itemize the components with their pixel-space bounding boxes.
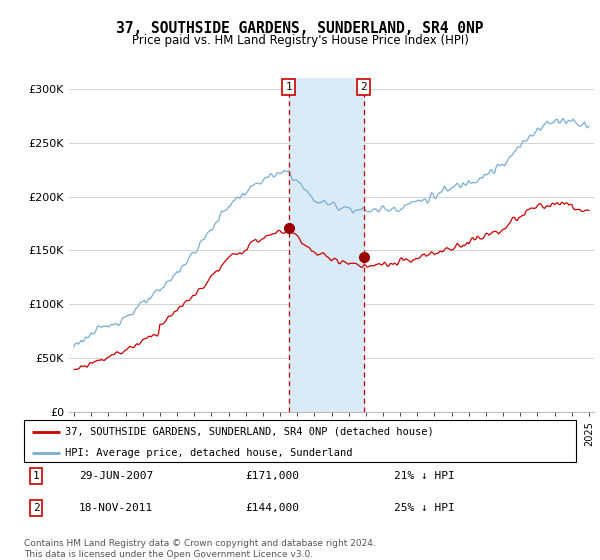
Text: 29-JUN-2007: 29-JUN-2007 — [79, 471, 154, 481]
Text: 37, SOUTHSIDE GARDENS, SUNDERLAND, SR4 0NP (detached house): 37, SOUTHSIDE GARDENS, SUNDERLAND, SR4 0… — [65, 427, 434, 437]
Text: Contains HM Land Registry data © Crown copyright and database right 2024.
This d: Contains HM Land Registry data © Crown c… — [24, 539, 376, 559]
Text: 37, SOUTHSIDE GARDENS, SUNDERLAND, SR4 0NP: 37, SOUTHSIDE GARDENS, SUNDERLAND, SR4 0… — [116, 21, 484, 36]
Text: 2: 2 — [33, 503, 40, 513]
Text: 25% ↓ HPI: 25% ↓ HPI — [394, 503, 455, 513]
Bar — [289, 78, 364, 412]
Text: HPI: Average price, detached house, Sunderland: HPI: Average price, detached house, Sund… — [65, 448, 353, 458]
Text: 21% ↓ HPI: 21% ↓ HPI — [394, 471, 455, 481]
Text: 1: 1 — [33, 471, 40, 481]
Text: 2: 2 — [360, 82, 367, 92]
Text: £171,000: £171,000 — [245, 471, 299, 481]
Text: 18-NOV-2011: 18-NOV-2011 — [79, 503, 154, 513]
Text: Price paid vs. HM Land Registry's House Price Index (HPI): Price paid vs. HM Land Registry's House … — [131, 34, 469, 46]
Text: 1: 1 — [285, 82, 292, 92]
Text: £144,000: £144,000 — [245, 503, 299, 513]
